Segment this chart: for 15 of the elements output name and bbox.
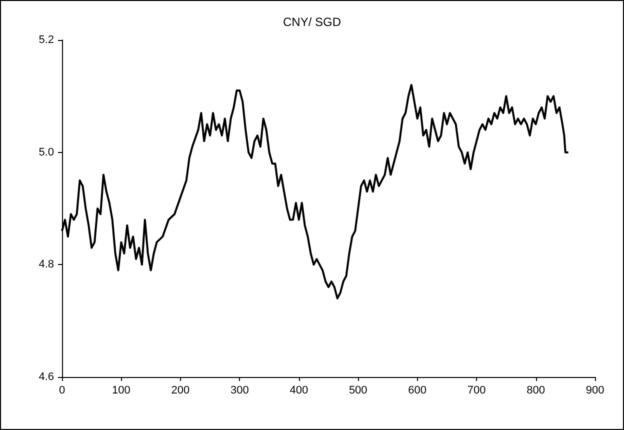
y-tick-label: 4.6 bbox=[38, 371, 54, 383]
y-tick-label: 5.2 bbox=[38, 34, 54, 46]
x-tick-label: 900 bbox=[586, 384, 604, 396]
y-tick-label: 5.0 bbox=[38, 146, 54, 158]
x-tick-label: 0 bbox=[58, 384, 66, 396]
y-tick-label: 4.8 bbox=[38, 258, 54, 271]
x-tick-label: 500 bbox=[348, 384, 368, 396]
x-tick-label: 700 bbox=[467, 384, 486, 396]
x-tick-label: 100 bbox=[112, 384, 130, 396]
x-tick-label: 800 bbox=[526, 384, 545, 396]
chart-title: CNY/ SGD bbox=[282, 15, 342, 29]
x-tick-label: 400 bbox=[290, 384, 308, 396]
x-tick-label: 300 bbox=[230, 384, 249, 396]
x-tick-label: 600 bbox=[408, 384, 427, 396]
x-tick-label: 200 bbox=[171, 384, 190, 396]
